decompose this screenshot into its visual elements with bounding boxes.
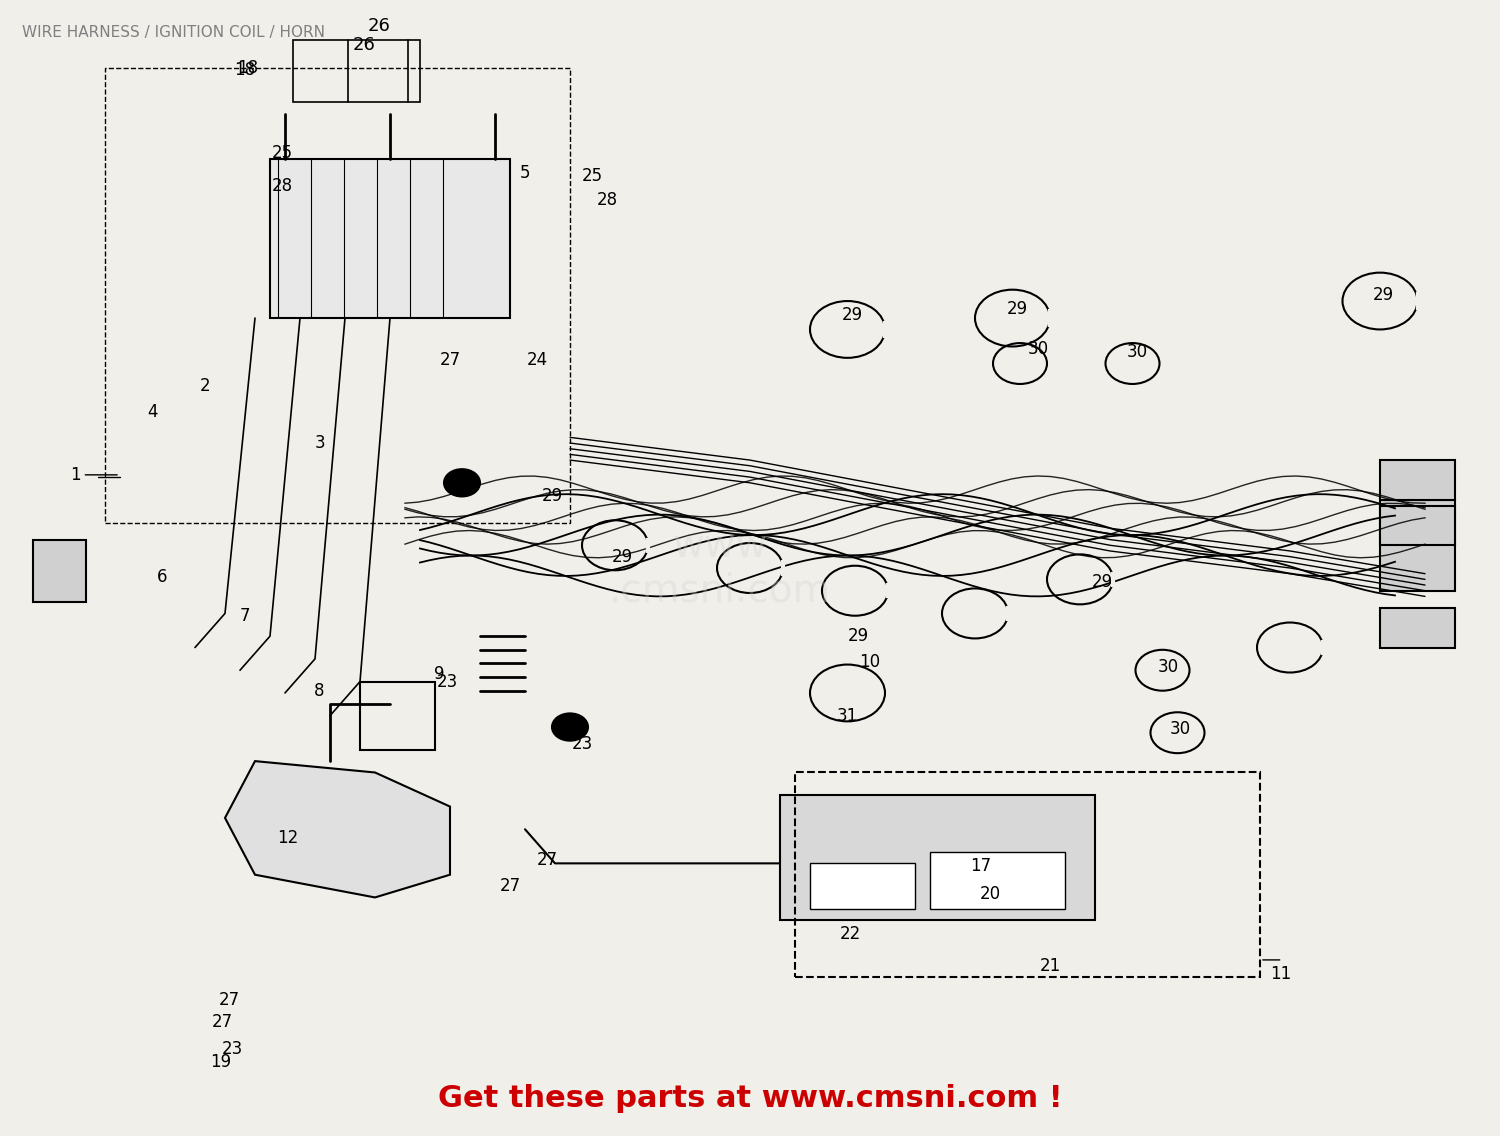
Text: 27: 27 bbox=[537, 851, 558, 869]
Text: 1: 1 bbox=[69, 466, 81, 484]
Bar bbox=[292, 40, 420, 102]
Text: 29: 29 bbox=[1007, 300, 1028, 318]
Text: 8: 8 bbox=[315, 682, 324, 700]
Text: 28: 28 bbox=[272, 177, 292, 195]
Bar bbox=[1380, 460, 1455, 500]
Circle shape bbox=[552, 713, 588, 741]
Circle shape bbox=[444, 469, 480, 496]
Text: 23: 23 bbox=[436, 673, 457, 691]
Text: 27: 27 bbox=[219, 991, 240, 1009]
Text: 25: 25 bbox=[272, 144, 292, 162]
Bar bbox=[930, 852, 1065, 909]
Bar bbox=[360, 682, 435, 750]
Text: 18: 18 bbox=[237, 59, 258, 77]
Text: 23: 23 bbox=[222, 1039, 243, 1058]
Text: 26: 26 bbox=[352, 36, 376, 55]
Text: 27: 27 bbox=[440, 351, 460, 369]
Text: 5: 5 bbox=[519, 164, 531, 182]
Text: 29: 29 bbox=[1372, 286, 1394, 304]
Text: 2: 2 bbox=[200, 377, 211, 395]
Text: Get these parts at www.cmsni.com !: Get these parts at www.cmsni.com ! bbox=[438, 1084, 1062, 1113]
Text: 29: 29 bbox=[542, 487, 562, 506]
Text: 17: 17 bbox=[970, 857, 992, 875]
Bar bbox=[270, 159, 510, 318]
Text: 6: 6 bbox=[156, 568, 168, 586]
Text: 18: 18 bbox=[234, 61, 255, 80]
Text: 10: 10 bbox=[859, 653, 880, 671]
Polygon shape bbox=[225, 761, 450, 897]
Text: 23: 23 bbox=[572, 735, 592, 753]
Text: WIRE HARNESS / IGNITION COIL / HORN: WIRE HARNESS / IGNITION COIL / HORN bbox=[22, 25, 326, 40]
Text: 29: 29 bbox=[612, 548, 633, 566]
Text: 24: 24 bbox=[526, 351, 548, 369]
Polygon shape bbox=[1380, 500, 1455, 591]
Bar bbox=[780, 795, 1095, 920]
Text: 30: 30 bbox=[1126, 343, 1148, 361]
Text: 21: 21 bbox=[1040, 957, 1060, 975]
Text: 7: 7 bbox=[240, 607, 249, 625]
Bar bbox=[1380, 506, 1455, 545]
Text: 29: 29 bbox=[1092, 573, 1113, 591]
Text: www
.cmsni.com: www .cmsni.com bbox=[609, 527, 831, 609]
Text: 30: 30 bbox=[1158, 658, 1179, 676]
Bar bbox=[105, 68, 570, 523]
Text: 20: 20 bbox=[980, 885, 1000, 903]
Text: 3: 3 bbox=[314, 434, 326, 452]
Text: 9: 9 bbox=[435, 665, 444, 683]
Text: 29: 29 bbox=[847, 627, 868, 645]
Text: 26: 26 bbox=[368, 17, 390, 35]
Bar bbox=[1380, 608, 1455, 648]
Text: 4: 4 bbox=[147, 403, 159, 421]
Text: 30: 30 bbox=[1028, 340, 1048, 358]
Text: 27: 27 bbox=[500, 877, 520, 895]
Text: 28: 28 bbox=[597, 191, 618, 209]
Text: 27: 27 bbox=[211, 1013, 232, 1031]
Text: 19: 19 bbox=[210, 1053, 231, 1071]
Text: 25: 25 bbox=[582, 167, 603, 185]
Text: 11: 11 bbox=[1270, 964, 1292, 983]
Text: 29: 29 bbox=[842, 306, 862, 324]
Bar bbox=[810, 863, 915, 909]
Bar bbox=[795, 772, 1260, 977]
Bar bbox=[33, 540, 86, 602]
Text: 30: 30 bbox=[1170, 720, 1191, 738]
Text: 22: 22 bbox=[840, 925, 861, 943]
Text: 12: 12 bbox=[278, 829, 298, 847]
Text: 31: 31 bbox=[837, 707, 858, 725]
